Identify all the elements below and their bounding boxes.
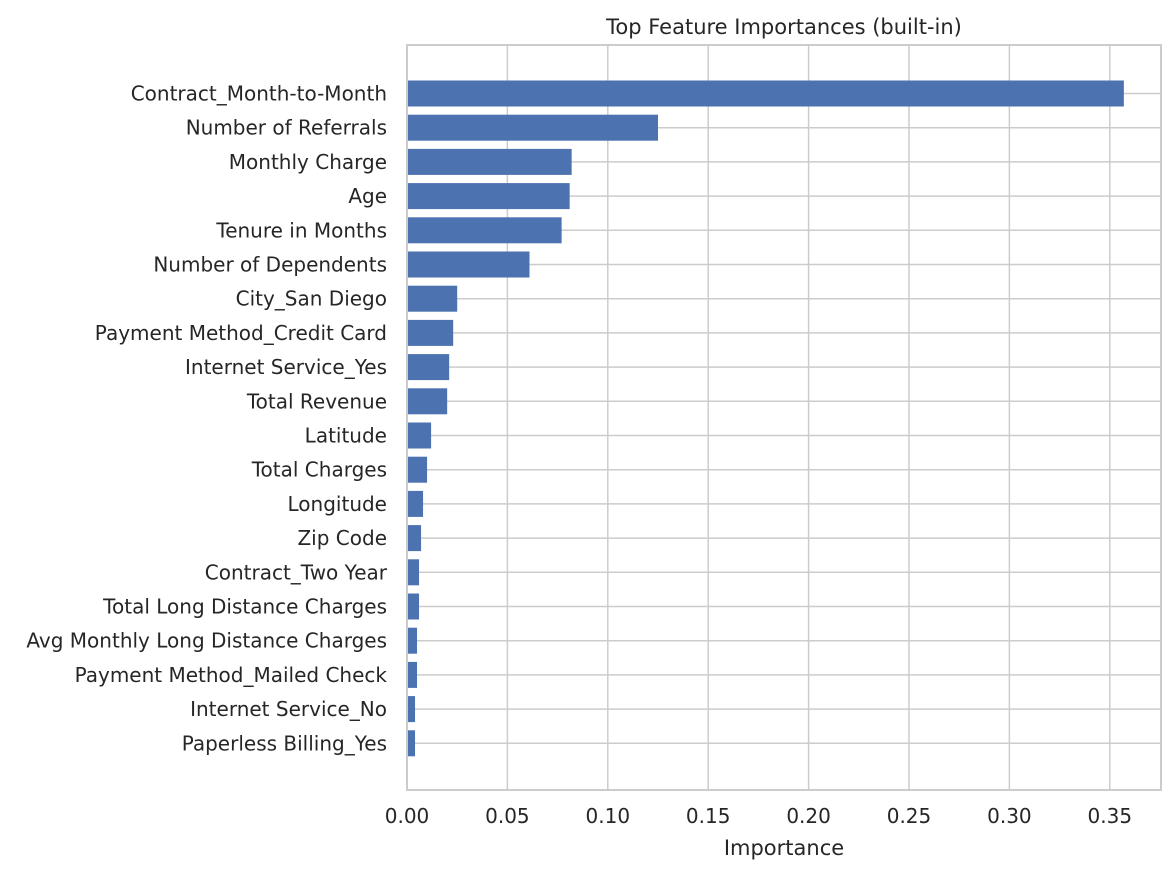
bar — [407, 525, 422, 552]
bar — [407, 490, 424, 517]
bar — [407, 422, 432, 449]
y-tick-label: Age — [348, 184, 387, 208]
x-tick-labels: 0.00 0.05 0.10 0.15 0.20 0.25 0.30 0.35 — [385, 804, 1132, 828]
x-tick-label: 0.30 — [987, 804, 1032, 828]
y-tick-label: City_San Diego — [236, 287, 387, 311]
bar — [407, 456, 428, 483]
x-tick-label: 0.25 — [887, 804, 932, 828]
y-tick-label: Monthly Charge — [229, 150, 387, 174]
bar — [407, 388, 448, 415]
bar — [407, 696, 416, 723]
y-tick-label: Payment Method_Mailed Check — [75, 663, 388, 687]
y-tick-label: Longitude — [288, 492, 387, 516]
x-tick-label: 0.05 — [485, 804, 530, 828]
bar — [407, 285, 458, 312]
bar — [407, 183, 570, 210]
x-tick-label: 0.15 — [686, 804, 731, 828]
plot-frame — [406, 44, 1162, 791]
bar — [407, 661, 418, 688]
y-tick-label: Contract_Month-to-Month — [131, 82, 387, 106]
bar — [407, 627, 418, 654]
bar — [407, 354, 450, 381]
y-tick-label: Total Long Distance Charges — [102, 595, 387, 619]
bar — [407, 114, 658, 141]
y-tick-label: Internet Service_Yes — [185, 355, 387, 379]
y-tick-label: Paperless Billing_Yes — [182, 731, 387, 755]
y-tick-label: Total Revenue — [246, 389, 387, 413]
bar — [407, 559, 420, 586]
bar — [407, 251, 530, 278]
x-tick-label: 0.10 — [586, 804, 631, 828]
x-tick-label: 0.20 — [786, 804, 831, 828]
bar — [407, 80, 1124, 107]
x-tick-label: 0.00 — [385, 804, 430, 828]
y-tick-label: Number of Dependents — [153, 253, 387, 277]
y-tick-label: Zip Code — [297, 526, 387, 550]
bar — [407, 730, 416, 757]
y-tick-label: Total Charges — [251, 458, 387, 482]
plot-border — [406, 44, 1162, 791]
bar — [407, 217, 562, 244]
y-tick-label: Number of Referrals — [186, 116, 387, 140]
bar — [407, 593, 420, 620]
x-tick-label: 0.35 — [1088, 804, 1133, 828]
bar — [407, 148, 572, 175]
y-tick-label: Payment Method_Credit Card — [95, 321, 387, 345]
y-tick-label: Tenure in Months — [215, 218, 387, 242]
y-tick-label: Avg Monthly Long Distance Charges — [26, 629, 387, 653]
y-tick-labels: Contract_Month-to-Month Number of Referra… — [26, 82, 387, 756]
y-tick-label: Latitude — [305, 424, 387, 448]
y-tick-label: Internet Service_No — [190, 697, 387, 721]
chart-title: Top Feature Importances (built-in) — [605, 15, 962, 39]
y-tick-label: Contract_Two Year — [205, 560, 388, 584]
bar — [407, 319, 454, 346]
bars — [407, 80, 1124, 757]
x-axis-label: Importance — [724, 836, 844, 860]
